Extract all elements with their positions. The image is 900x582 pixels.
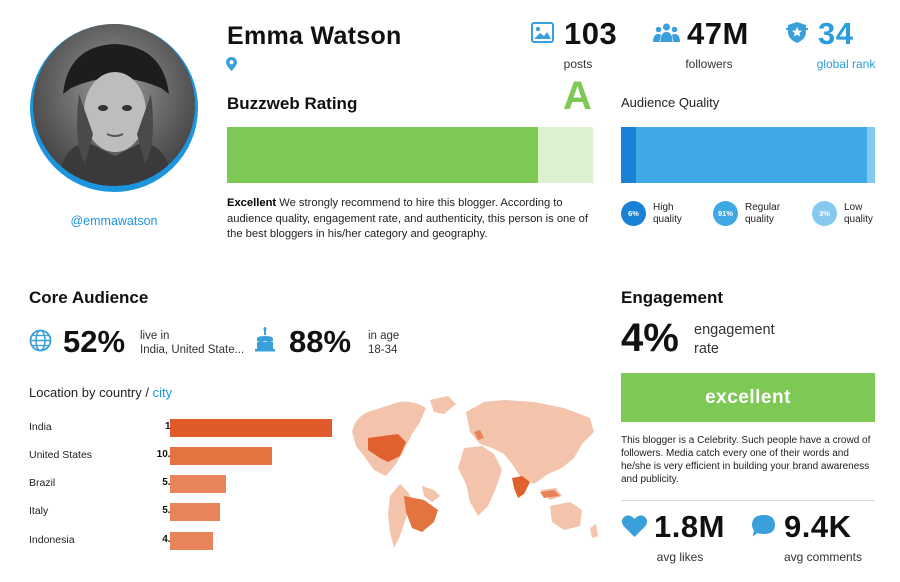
aq-label-regular: Regular quality: [745, 202, 781, 225]
profile-handle[interactable]: @emmawatson: [70, 214, 158, 228]
avg-comments-label: avg comments: [783, 550, 863, 564]
posts-count: 103: [564, 16, 618, 51]
image-icon: [531, 22, 554, 48]
age-pct: 88%: [289, 324, 352, 359]
country-bar: [170, 475, 227, 493]
avatar[interactable]: [33, 24, 195, 186]
heart-icon: [621, 514, 648, 543]
location-pct: 52%: [63, 324, 126, 359]
followers-icon: [653, 22, 680, 48]
aq-legend-regular: 91% Regular quality: [713, 201, 780, 226]
country-name: Indonesia: [29, 534, 75, 546]
location-title: Location by country / city: [29, 385, 173, 400]
globe-icon: [29, 329, 52, 357]
global-rank-label[interactable]: global rank: [816, 57, 876, 71]
country-row: United States 10.7%: [29, 447, 339, 465]
country-row: Indonesia 4.5%: [29, 532, 339, 550]
rating-description-text: We strongly recommend to hire this blogg…: [227, 197, 588, 240]
rating-verdict: Excellent: [227, 197, 277, 209]
country-bar: [170, 532, 213, 550]
rating-description: Excellent We strongly recommend to hire …: [227, 196, 595, 243]
engagement-rate-caption: engagement rate: [694, 322, 775, 357]
divider: [621, 500, 875, 501]
country-name: United States: [29, 449, 93, 461]
country-bar: [170, 447, 272, 465]
avg-comments-value: 9.4K: [784, 509, 852, 544]
aq-dot-high: 6%: [621, 201, 646, 226]
aq-dot-low: 3%: [812, 201, 837, 226]
rating-bar-fill: [227, 127, 539, 183]
aq-legend-high: 6% High quality: [621, 201, 682, 226]
aq-segment-low: [867, 127, 875, 183]
aq-legend-low: 3% Low quality: [812, 201, 873, 226]
rating-bar: [227, 127, 593, 183]
map-pin-icon: [226, 57, 237, 76]
aq-dot-regular: 91%: [713, 201, 738, 226]
audience-quality-title: Audience Quality: [621, 95, 720, 110]
avatar-silhouette: [57, 44, 173, 186]
posts-label: posts: [563, 57, 593, 71]
avg-likes-value: 1.8M: [654, 509, 725, 544]
country-row: Italy 5.2%: [29, 503, 339, 521]
aq-segment-high: [621, 127, 637, 183]
aq-label-high: High quality: [653, 202, 682, 225]
country-name: Italy: [29, 505, 49, 517]
followers-count: 47M: [687, 16, 749, 51]
comment-icon: [751, 514, 776, 543]
rank-badge-icon: [786, 21, 808, 49]
engagement-verdict-bar: excellent: [621, 373, 875, 422]
profile-name: Emma Watson: [227, 22, 402, 50]
location-caption: live in India, United State...: [140, 330, 245, 356]
city-link[interactable]: city: [152, 385, 173, 400]
age-caption: in age 18-34: [368, 330, 400, 356]
country-name: Brazil: [29, 477, 56, 489]
cake-icon: [255, 327, 275, 357]
rating-letter: A: [563, 74, 592, 118]
country-name: India: [29, 421, 52, 433]
avatar-ring: [30, 24, 198, 192]
engagement-title: Engagement: [621, 288, 724, 307]
rating-title: Buzzweb Rating: [227, 94, 358, 113]
world-map: [344, 392, 604, 559]
country-row: India 17%: [29, 419, 339, 437]
avg-likes-label: avg likes: [656, 550, 704, 564]
country-bar: [170, 419, 332, 437]
global-rank-value: 34: [818, 16, 854, 51]
country-bar: [170, 503, 220, 521]
audience-quality-bar: [621, 127, 875, 183]
engagement-rate: 4%: [621, 316, 679, 360]
core-audience-title: Core Audience: [29, 288, 149, 307]
followers-label: followers: [685, 57, 733, 71]
aq-label-low: Low quality: [844, 202, 873, 225]
aq-segment-regular: [636, 127, 868, 183]
engagement-description: This blogger is a Celebrity. Such people…: [621, 435, 871, 485]
country-row: Brazil 5.9%: [29, 475, 339, 493]
